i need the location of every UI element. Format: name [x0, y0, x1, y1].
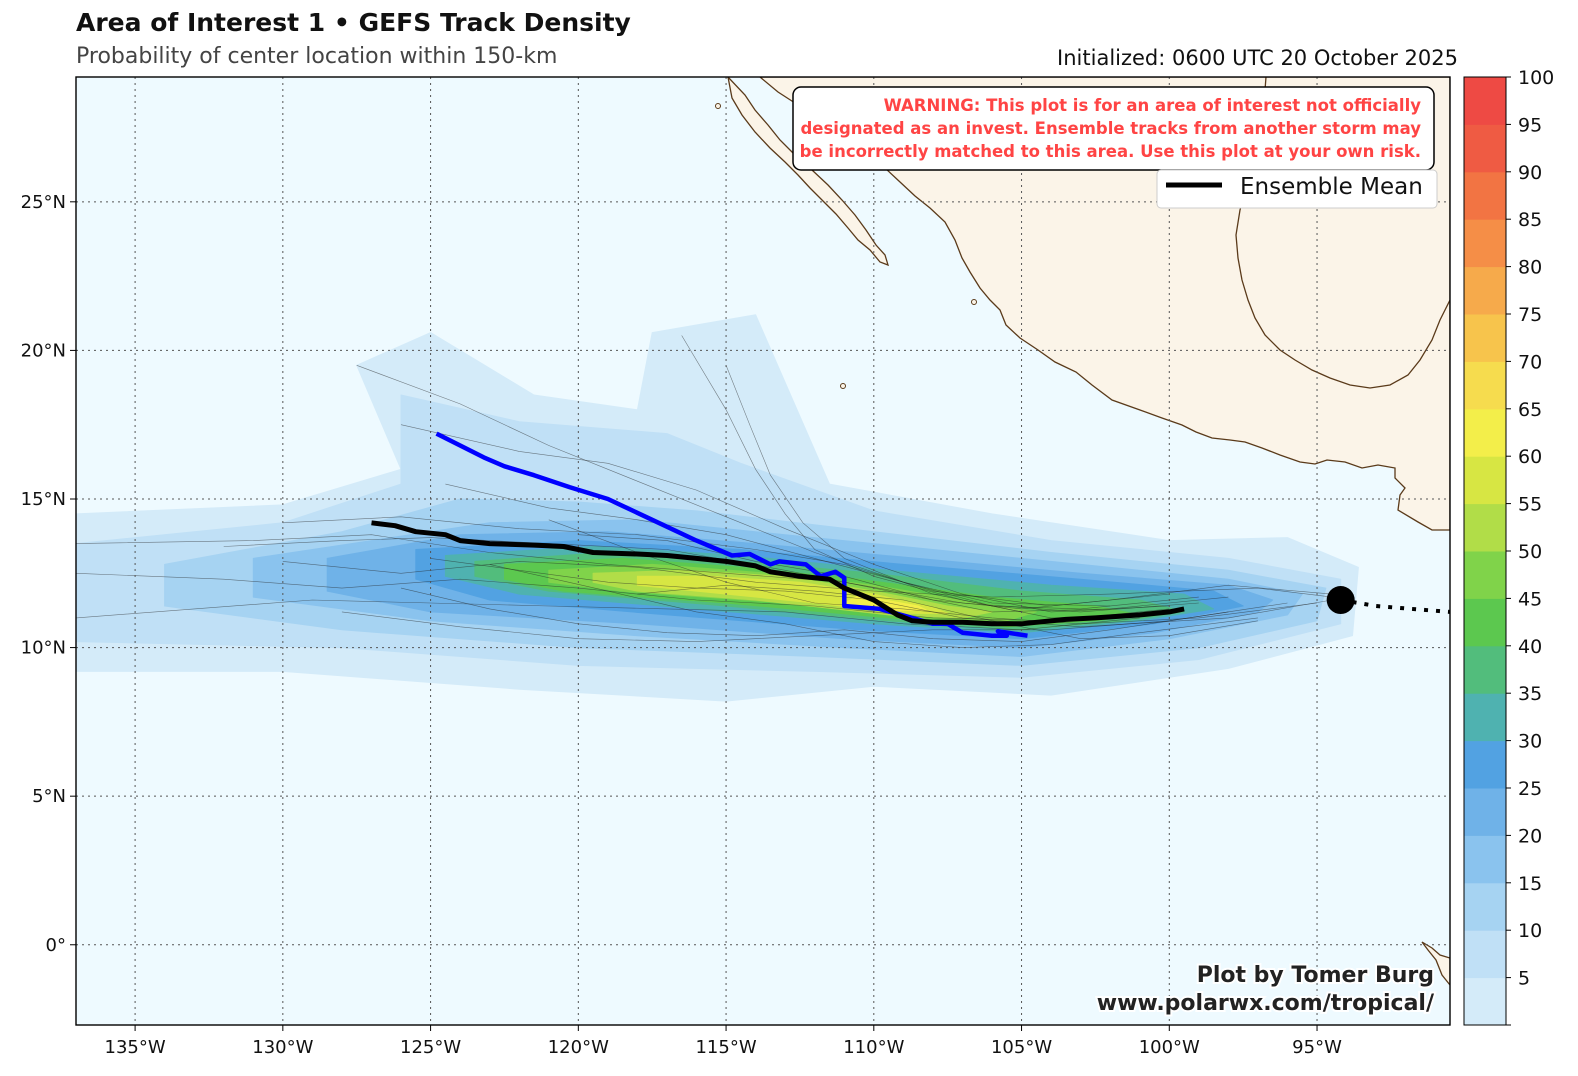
colorbar-label: 75 [1518, 304, 1542, 326]
warning-line-1: WARNING: This plot is for an area of int… [884, 96, 1422, 115]
colorbar-swatch-75 [1464, 314, 1506, 362]
colorbar-swatch-50 [1464, 551, 1506, 599]
colorbar-label: 100 [1518, 67, 1554, 89]
colorbar-label: 95 [1518, 114, 1542, 136]
colorbar-label: 5 [1518, 968, 1530, 990]
colorbar-label: 45 [1518, 588, 1542, 610]
y-tick-label: 10°N [21, 638, 66, 659]
warning-box: WARNING: This plot is for an area of int… [792, 86, 1435, 171]
map-frame [75, 76, 1451, 1026]
ensemble-member-track [76, 599, 1140, 631]
x-tick-label: 135°W [105, 1037, 166, 1058]
south-america-coast [1421, 941, 1450, 987]
ensemble-member-track [430, 558, 1332, 628]
colorbar-swatch-60 [1464, 456, 1506, 505]
credit: Plot by Tomer Burg www.polarwx.com/tropi… [1095, 961, 1437, 1018]
colorbar-label: 55 [1518, 494, 1542, 516]
credit-url: www.polarwx.com/tropical/ [1097, 991, 1435, 1016]
x-tick-label: 95°W [1292, 1037, 1342, 1058]
ensemble-member-track [637, 584, 1258, 640]
colorbar-swatch-35 [1464, 693, 1506, 742]
current-position-marker [1326, 586, 1355, 615]
ensemble-member-track [548, 519, 1318, 625]
colorbar-swatch-25 [1464, 788, 1506, 836]
colorbar-swatch-65 [1464, 408, 1506, 457]
colorbar-frame [1463, 76, 1507, 1026]
plot-subtitle: Probability of center location within 15… [76, 44, 558, 69]
legend: Ensemble Mean [1156, 169, 1438, 209]
ensemble-member-track [578, 534, 1332, 610]
warning-line-3: be incorrectly matched to this area. Use… [800, 142, 1421, 161]
colorbar-swatch-10 [1464, 930, 1506, 979]
colorbar-swatch-80 [1464, 266, 1506, 315]
x-tick-label: 110°W [843, 1037, 904, 1058]
island [715, 103, 721, 109]
x-tick-label: 130°W [252, 1037, 313, 1058]
colorbar-label: 20 [1518, 825, 1542, 847]
y-tick-label: 0° [46, 935, 66, 956]
colorbar-label: 30 [1518, 731, 1542, 753]
colorbar-swatch-90 [1464, 171, 1506, 220]
colorbar-label: 80 [1518, 257, 1542, 279]
warning-box-frame [792, 86, 1435, 171]
colorbar-swatch-45 [1464, 598, 1506, 647]
colorbar-label: 85 [1518, 209, 1542, 231]
blue-track-line [435, 431, 1028, 638]
y-tick-label: 15°N [21, 489, 66, 510]
colorbar-swatch-70 [1464, 361, 1506, 410]
legend-frame [1156, 169, 1438, 209]
colorbar-swatch-30 [1464, 740, 1506, 789]
ensemble-member-track [76, 534, 1199, 613]
colorbar-label: 60 [1518, 446, 1542, 468]
colorbar-swatch-20 [1464, 835, 1506, 884]
baja-peninsula [727, 77, 889, 267]
colorbar-label: 50 [1518, 541, 1542, 563]
colorbar-label: 40 [1518, 636, 1542, 658]
warning-line-2: designated as an invest. Ensemble tracks… [800, 119, 1421, 138]
colorbar-label: 35 [1518, 683, 1542, 705]
colorbar-swatch-100 [1464, 77, 1506, 125]
credit-author: Plot by Tomer Burg [1197, 963, 1434, 988]
plot-title: Area of Interest 1 • GEFS Track Density [76, 8, 631, 37]
colorbar-label: 15 [1518, 873, 1542, 895]
ensemble-member-track [445, 483, 1199, 610]
colorbar-swatch-5 [1464, 977, 1506, 1026]
y-tick-label: 25°N [21, 192, 66, 213]
colorbar: 5 10 15 20 25 30 35 40 45 50 55 60 65 70 75 80 85 90 95 100 [1463, 67, 1554, 1026]
ensemble-member-track [282, 516, 1170, 607]
colorbar-swatch-15 [1464, 882, 1506, 931]
island [971, 299, 977, 305]
colorbar-label: 10 [1518, 920, 1542, 942]
y-tick-label: 5°N [32, 786, 66, 807]
x-tick-label: 125°W [400, 1037, 461, 1058]
x-tick-label: 120°W [548, 1037, 609, 1058]
colorbar-label: 25 [1518, 778, 1542, 800]
x-tick-label: 115°W [695, 1037, 756, 1058]
colorbar-swatch-95 [1464, 124, 1506, 173]
legend-ensemble-mean-label: Ensemble Mean [1240, 174, 1423, 200]
colorbar-swatch-40 [1464, 645, 1506, 694]
initialized-time: Initialized: 0600 UTC 20 October 2025 [1057, 46, 1458, 70]
colorbar-label: 65 [1518, 399, 1542, 421]
ensemble-member-track [282, 561, 1332, 598]
x-tick-label: 100°W [1139, 1037, 1200, 1058]
island [840, 383, 846, 389]
x-tick-label: 105°W [991, 1037, 1052, 1058]
colorbar-swatch-85 [1464, 219, 1506, 268]
colorbar-label: 70 [1518, 351, 1542, 373]
colorbar-swatch-55 [1464, 503, 1506, 552]
y-tick-label: 20°N [21, 340, 66, 361]
colorbar-label: 90 [1518, 162, 1542, 184]
ensemble-mean-line [371, 520, 1185, 627]
